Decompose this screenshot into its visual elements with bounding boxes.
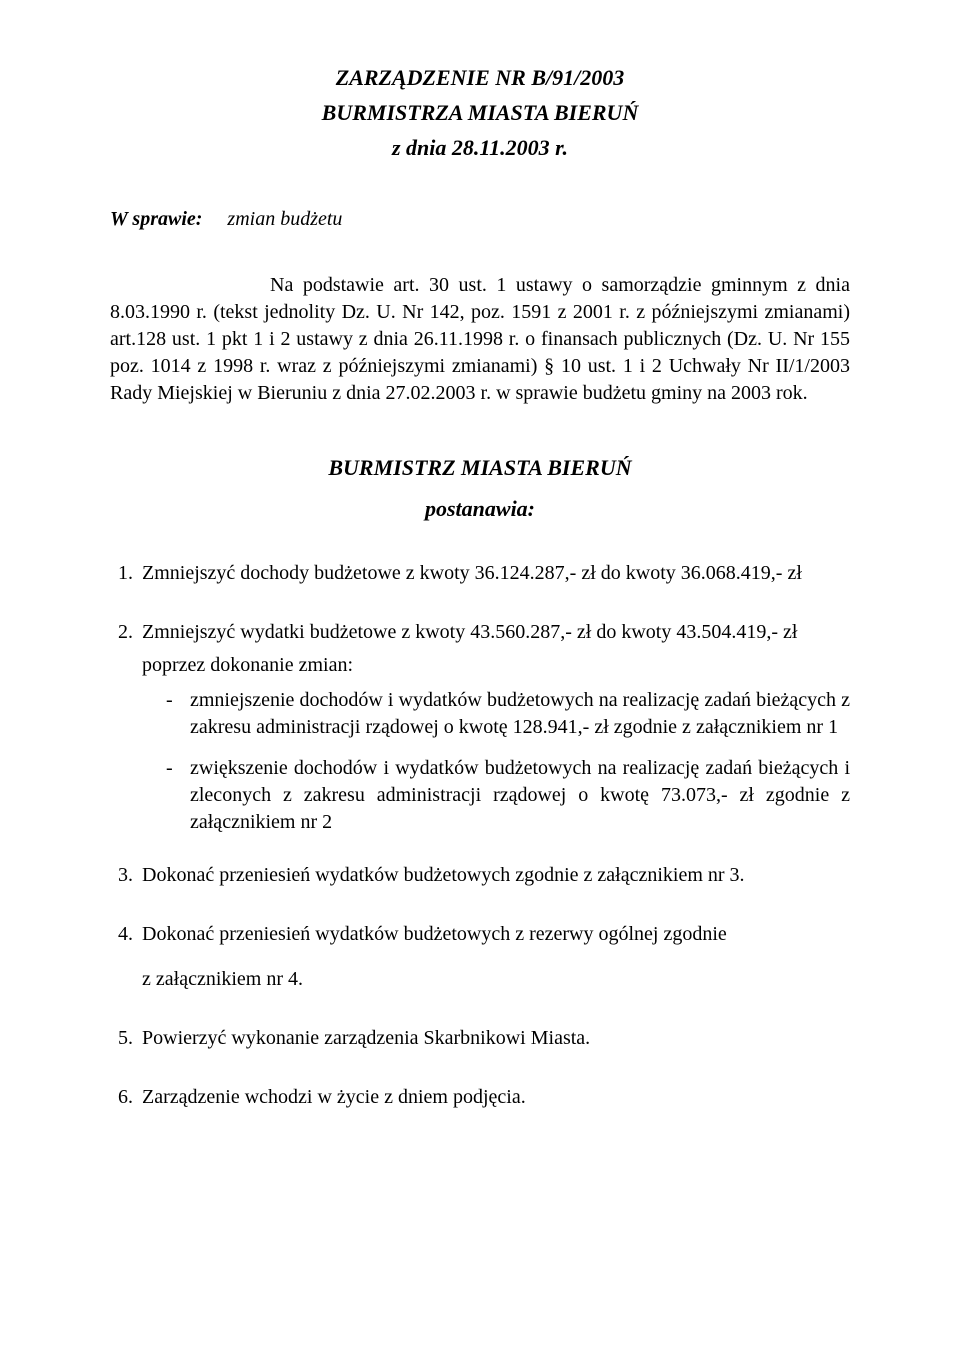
- list-item-1: Zmniejszyć dochody budżetowe z kwoty 36.…: [138, 560, 850, 587]
- sub-list-item-2: zwiększenie dochodów i wydatków budżetow…: [166, 755, 850, 836]
- list-item-5: Powierzyć wykonanie zarządzenia Skarbnik…: [138, 1025, 850, 1052]
- sub-list: zmniejszenie dochodów i wydatków budżeto…: [142, 687, 850, 836]
- list-item-6: Zarządzenie wchodzi w życie z dniem podj…: [138, 1084, 850, 1111]
- list-item-2-intro: poprzez dokonanie zmian:: [142, 652, 850, 679]
- title-block: ZARZĄDZENIE NR B/91/2003 BURMISTRZA MIAS…: [110, 60, 850, 166]
- list-item-2-main: Zmniejszyć wydatki budżetowe z kwoty 43.…: [142, 621, 797, 643]
- subject-label: W sprawie:: [110, 208, 202, 230]
- sub-list-item-1: zmniejszenie dochodów i wydatków budżeto…: [166, 687, 850, 741]
- legal-basis: Na podstawie art. 30 ust. 1 ustawy o sam…: [110, 272, 850, 407]
- ordinance-list: Zmniejszyć dochody budżetowe z kwoty 36.…: [110, 560, 850, 1111]
- title-line-1: ZARZĄDZENIE NR B/91/2003: [110, 60, 850, 95]
- list-item-4: Dokonać przeniesień wydatków budżetowych…: [138, 921, 850, 993]
- subject-text: zmian budżetu: [227, 208, 342, 230]
- decrees-header-line-1: BURMISTRZ MIASTA BIERUŃ: [110, 447, 850, 489]
- title-line-2: BURMISTRZA MIASTA BIERUŃ: [110, 95, 850, 130]
- list-item-2: Zmniejszyć wydatki budżetowe z kwoty 43.…: [138, 619, 850, 836]
- decrees-header: BURMISTRZ MIASTA BIERUŃ postanawia:: [110, 447, 850, 531]
- list-item-4a: Dokonać przeniesień wydatków budżetowych…: [142, 923, 727, 945]
- list-item-4b: z załącznikiem nr 4.: [142, 966, 850, 993]
- list-item-3: Dokonać przeniesień wydatków budżetowych…: [138, 862, 850, 889]
- subject-line: W sprawie: zmian budżetu: [110, 206, 850, 232]
- decrees-header-line-2: postanawia:: [110, 488, 850, 530]
- title-line-3: z dnia 28.11.2003 r.: [110, 130, 850, 165]
